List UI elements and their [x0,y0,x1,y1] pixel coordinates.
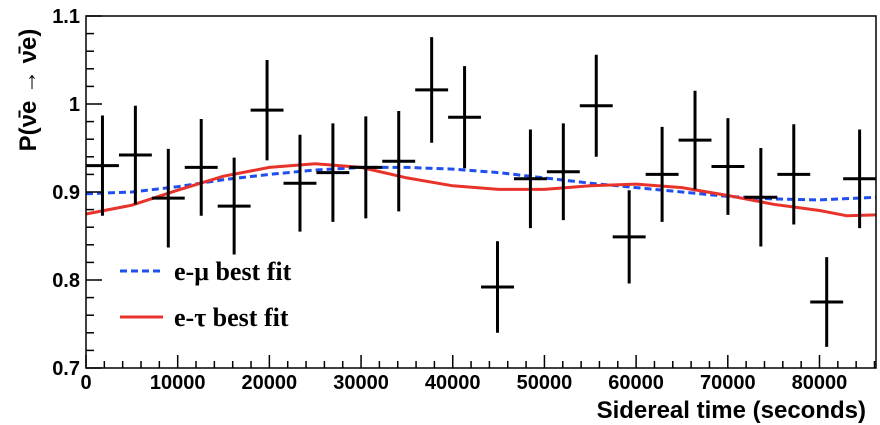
data-point [744,148,778,247]
x-tick-label: 40000 [425,372,481,394]
y-tick-label: 1.1 [52,6,80,28]
legend-label: e-τ best fit [174,303,289,332]
data-point [810,257,844,347]
data-point [250,60,284,161]
data-point [843,129,877,229]
data-point [217,157,251,255]
x-tick-label: 60000 [608,372,664,394]
data-point [283,134,317,232]
data-point [612,190,646,284]
y-tick-label: 1 [69,94,80,116]
data-point [711,118,745,215]
data-point [349,116,383,219]
y-tick-label: 0.8 [52,270,80,292]
legend: e-μ best fit e-τ best fit [120,257,292,332]
data-point [151,148,185,248]
data-point [415,37,449,143]
y-tick-label: 0.9 [52,182,80,204]
y-axis-title: P(ν̄e → ν̄e) [15,29,42,152]
legend-entry: e-μ best fit [120,257,292,286]
data-point [513,129,547,229]
x-tick-label: 80000 [792,372,848,394]
x-tick-label: 30000 [333,372,389,394]
data-point [579,54,613,157]
x-axis-title: Sidereal time (seconds) [597,397,866,424]
series-line-e-mu [85,165,877,202]
plot-area [85,37,877,347]
data-point [316,123,350,222]
data-point [382,111,416,212]
data-point [645,126,679,222]
x-tick-label: 70000 [700,372,756,394]
data-point [184,118,218,216]
data-point [777,124,811,225]
data-point [546,123,580,221]
y-tick-label: 0.7 [52,358,80,380]
data-point [448,66,482,169]
x-tick-label: 10000 [150,372,206,394]
data-point [481,241,514,333]
data-point [86,115,119,216]
data-point [118,105,152,205]
x-tick-label: 50000 [517,372,573,394]
axes: 0 10000 20000 30000 40000 50000 60000 70000 8000… [52,6,877,394]
legend-label: e-μ best fit [174,257,292,286]
data-point [678,90,712,190]
x-tick-label: 0 [80,372,91,394]
x-tick-label: 20000 [242,372,298,394]
series-line-e-tau [85,162,877,218]
legend-entry: e-τ best fit [120,303,289,332]
